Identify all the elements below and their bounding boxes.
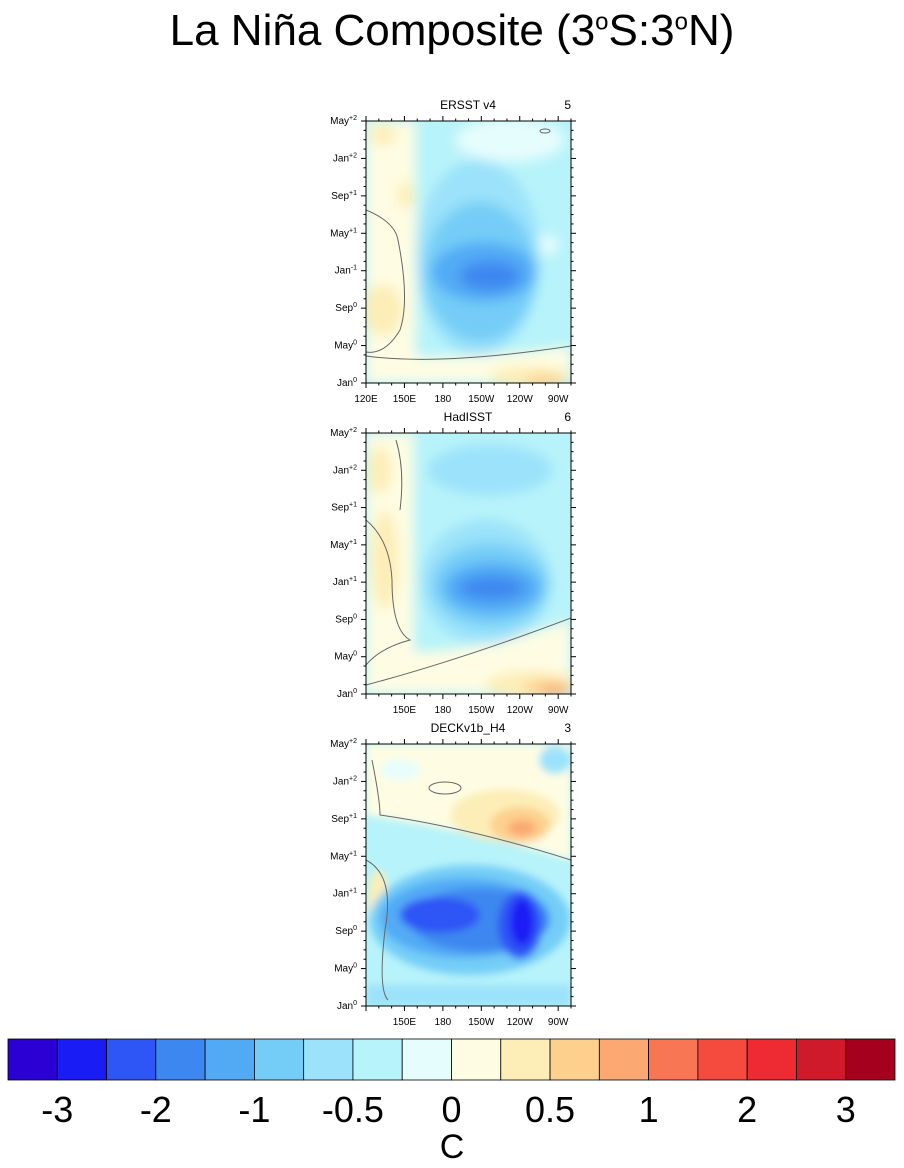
colorbar-label: 0 [441,1089,461,1130]
colorbar-swatch [845,1038,896,1081]
colorbar-label: 2 [737,1089,757,1130]
colorbar-label: 0.5 [525,1089,575,1130]
colorbar-swatch [500,1038,551,1081]
deck-ticks: Jan0 May0 Sep0 Jan+1 May+1 Sep+1 Jan+2 May+2 150… [330,738,576,1028]
colorbar-label: -1 [238,1089,270,1130]
deck-xtick-label: 120W [507,1017,534,1028]
hadisst-xtick-label: 90W [548,705,569,716]
panel-ersst: Jan0 May0 Sep0 Jan-1 May+1 Sep+1 Jan+2 May+2 120… [330,98,576,405]
colorbar-swatch [746,1038,797,1081]
colorbar-swatch [598,1038,650,1081]
hadisst-ticks: Jan0 May0 Sep0 Jan+1 May+1 Sep+1 Jan+2 May+2 150… [330,427,576,716]
deck-ytick-label: May+1 [330,850,357,862]
panel-deck: Jan0 May0 Sep0 Jan+1 May+1 Sep+1 Jan+2 May+2 150… [330,721,576,1028]
hadisst-xtick-label: 180 [435,705,452,716]
hadisst-ytick-label: May0 [334,651,357,663]
colorbar: -3 -2 -1 -0.5 0 0.5 1 2 3 [7,1038,896,1130]
hadisst-ytick-label: Jan+2 [333,464,357,476]
colorbar-swatch [56,1038,107,1081]
colorbar-swatch [697,1038,748,1081]
deck-ytick-label: May0 [334,963,357,975]
deck-ytick-label: Sep+1 [331,813,357,825]
ersst-ytick-label: Sep+1 [331,190,357,202]
hadisst-ytick-label: Sep+1 [331,502,357,514]
ersst-title: ERSST v4 [440,98,496,112]
deck-title: DECKv1b_H4 [431,721,506,735]
colorbar-swatch [648,1038,699,1081]
colorbar-label: 3 [836,1089,856,1130]
ersst-ytick-label: May+1 [330,227,357,239]
hadisst-title: HadISST [444,410,493,424]
colorbar-swatch [155,1038,206,1081]
deck-field [366,744,571,1006]
ersst-xtick-label: 120W [507,394,534,405]
colorbar-label: -0.5 [322,1089,384,1130]
panel-hadisst: Jan0 May0 Sep0 Jan+1 May+1 Sep+1 Jan+2 May+2 150… [330,410,576,716]
deck-ytick-label: Sep0 [335,925,357,937]
ersst-xtick-label: 120E [354,394,378,405]
hadisst-field [366,433,571,694]
colorbar-swatch [253,1038,305,1081]
ersst-field [366,121,571,383]
hadisst-xtick-label: 120W [507,705,534,716]
colorbar-swatch [451,1038,502,1081]
ersst-xtick-label: 90W [548,394,569,405]
deck-xtick-label: 180 [435,1017,452,1028]
ersst-count: 5 [564,98,571,112]
figure-title: La Niña Composite (3oS:3oN) [169,6,735,55]
deck-xtick-label: 90W [548,1017,569,1028]
colorbar-label: -2 [140,1089,172,1130]
colorbar-swatch [549,1038,600,1081]
hadisst-xtick-label: 150E [393,705,417,716]
colorbar-swatch [352,1038,403,1081]
hadisst-ytick-label: Jan+1 [333,576,357,588]
ersst-ytick-label: Jan+2 [333,152,357,164]
colorbar-units: C [440,1128,465,1166]
ersst-ticks: Jan0 May0 Sep0 Jan-1 May+1 Sep+1 Jan+2 May+2 120… [330,115,576,405]
hadisst-ytick-label: May+2 [330,427,357,439]
deck-ytick-label: Jan+2 [333,775,357,787]
hadisst-ytick-label: Jan0 [337,688,357,700]
ersst-ytick-label: Sep0 [335,302,357,314]
ersst-xtick-label: 150W [468,394,495,405]
colorbar-swatch [7,1038,58,1081]
deck-xtick-label: 150E [393,1017,417,1028]
deck-ytick-label: May+2 [330,738,357,750]
colorbar-label: 1 [639,1089,659,1130]
hadisst-count: 6 [564,410,571,424]
ersst-ytick-label: May+2 [330,115,357,127]
colorbar-swatch [303,1038,354,1081]
colorbar-swatch [204,1038,255,1081]
hadisst-xtick-label: 150W [468,705,495,716]
deck-ytick-label: Jan+1 [333,888,357,900]
ersst-ytick-label: Jan-1 [335,265,357,277]
deck-count: 3 [564,721,571,735]
ersst-ytick-label: May0 [334,340,357,352]
ersst-ytick-label: Jan0 [337,377,357,389]
hadisst-ytick-label: May+1 [330,539,357,551]
ersst-xtick-label: 150E [393,394,417,405]
colorbar-label: -3 [41,1089,73,1130]
colorbar-swatch [106,1038,157,1081]
hadisst-ytick-label: Sep0 [335,613,357,625]
ersst-xtick-label: 180 [435,394,452,405]
deck-ytick-label: Jan0 [337,1000,357,1012]
deck-xtick-label: 150W [468,1017,495,1028]
colorbar-swatch [796,1038,847,1081]
colorbar-swatch [401,1038,452,1081]
